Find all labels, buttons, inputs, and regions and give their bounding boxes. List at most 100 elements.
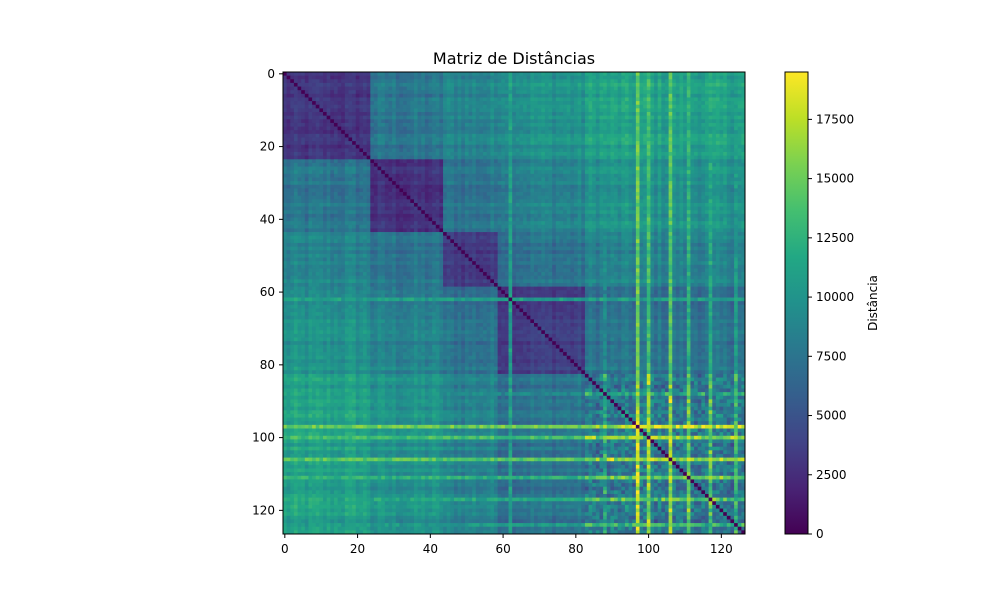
heatmap-cell [333, 181, 338, 186]
heatmap-cell [417, 144, 422, 149]
heatmap-cell [359, 137, 364, 142]
heatmap-cell [515, 162, 520, 167]
heatmap-cell [657, 173, 662, 178]
heatmap-cell [312, 159, 317, 164]
heatmap-cell [654, 104, 659, 109]
heatmap-cell [333, 199, 338, 204]
heatmap-cell [504, 119, 509, 124]
heatmap-cell [737, 162, 742, 167]
heatmap-cell [432, 170, 437, 175]
heatmap-cell [628, 148, 633, 153]
heatmap-cell [512, 170, 517, 175]
heatmap-cell [712, 82, 717, 87]
heatmap-cell [628, 90, 633, 95]
heatmap-cell [704, 202, 710, 207]
heatmap-cell [512, 210, 517, 215]
heatmap-cell [534, 148, 539, 153]
heatmap-cell [486, 195, 491, 200]
heatmap-cell [661, 72, 666, 77]
heatmap-cell [614, 144, 619, 149]
heatmap-cell [694, 122, 699, 127]
heatmap-cell [359, 112, 364, 117]
heatmap-cell [293, 86, 298, 91]
heatmap-cell [530, 148, 535, 153]
heatmap-cell [304, 155, 309, 160]
heatmap-cell [672, 184, 677, 189]
heatmap-cell [639, 75, 644, 80]
heatmap-cell [570, 206, 575, 211]
heatmap-cell [672, 130, 677, 135]
heatmap-cell [534, 195, 539, 200]
heatmap-cell [333, 104, 338, 109]
heatmap-cell [726, 170, 731, 175]
heatmap-cell [574, 144, 579, 149]
heatmap-cell [461, 115, 466, 120]
heatmap-cell [734, 148, 739, 153]
heatmap-cell [701, 141, 706, 146]
heatmap-cell [664, 170, 670, 175]
heatmap-cell [559, 155, 564, 160]
heatmap-cell [632, 137, 637, 142]
heatmap-cell [584, 90, 589, 95]
heatmap-cell [399, 192, 404, 197]
heatmap-cell [337, 184, 342, 189]
heatmap-cell [421, 90, 426, 95]
heatmap-cell [461, 75, 466, 80]
heatmap-cell [377, 210, 382, 215]
heatmap-cell [661, 115, 666, 120]
heatmap-cell [483, 195, 488, 200]
heatmap-cell [283, 213, 288, 218]
heatmap-cell [330, 202, 335, 207]
heatmap-cell [624, 173, 629, 178]
heatmap-cell [570, 155, 575, 160]
heatmap-cell [577, 137, 582, 142]
heatmap-cell [726, 148, 731, 153]
heatmap-cell [388, 155, 393, 160]
heatmap-cell [428, 206, 433, 211]
heatmap-cell [599, 195, 604, 200]
heatmap-cell [388, 101, 393, 106]
heatmap-cell [741, 155, 746, 160]
heatmap-cell [646, 137, 651, 142]
heatmap-cell [504, 79, 509, 84]
heatmap-cell [508, 108, 513, 113]
heatmap-cell [475, 86, 480, 91]
heatmap-cell [352, 206, 357, 211]
heatmap-cell [337, 199, 342, 204]
heatmap-cell [450, 108, 455, 113]
heatmap-cell [486, 82, 491, 87]
heatmap-cell [675, 184, 680, 189]
heatmap-cell [512, 86, 517, 91]
heatmap-cell [446, 75, 451, 80]
heatmap-cell [453, 104, 459, 109]
heatmap-cell [366, 152, 371, 157]
heatmap-cell [544, 141, 549, 146]
heatmap-cell [512, 79, 517, 84]
heatmap-cell [348, 199, 353, 204]
heatmap-cell [683, 86, 688, 91]
heatmap-cell [363, 202, 368, 207]
heatmap-cell [399, 195, 404, 200]
heatmap-cell [450, 152, 455, 157]
heatmap-cell [737, 177, 742, 182]
heatmap-cell [530, 108, 535, 113]
heatmap-cell [624, 86, 629, 91]
heatmap-cell [337, 122, 342, 127]
heatmap-cell [701, 155, 706, 160]
heatmap-cell [439, 173, 444, 178]
heatmap-cell [657, 86, 662, 91]
heatmap-cell [570, 192, 575, 197]
heatmap-cell [726, 75, 731, 80]
heatmap-cell [508, 133, 513, 138]
heatmap-cell [712, 202, 717, 207]
heatmap-cell [501, 173, 506, 178]
heatmap-cell [399, 101, 404, 106]
heatmap-cell [348, 122, 353, 127]
heatmap-cell [599, 210, 604, 215]
heatmap-cell [672, 133, 677, 138]
heatmap-cell [614, 86, 619, 91]
heatmap-cell [439, 195, 444, 200]
heatmap-cell [370, 206, 375, 211]
heatmap-cell [399, 72, 404, 77]
heatmap-cell [555, 86, 560, 91]
